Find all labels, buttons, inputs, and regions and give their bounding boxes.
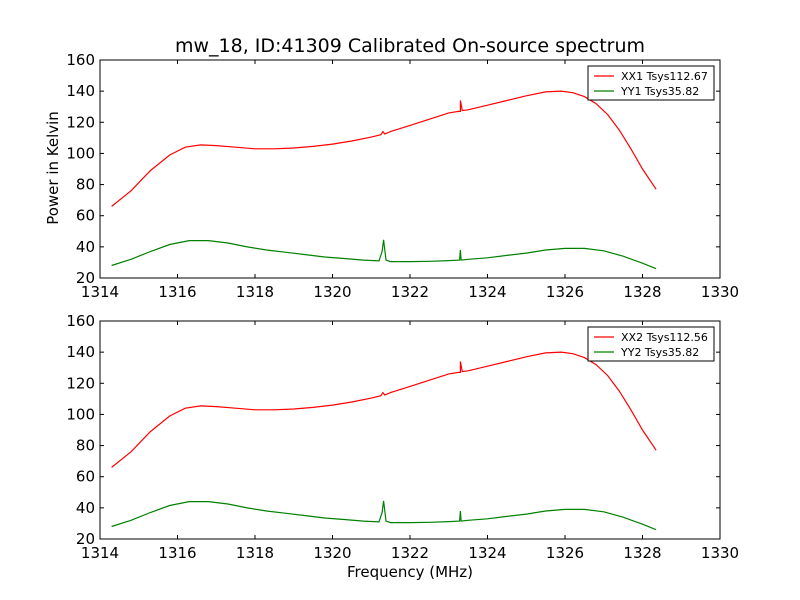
- y-tick-label: 20: [76, 269, 95, 287]
- x-tick-label: 1316: [158, 544, 196, 562]
- x-tick-label: 1318: [236, 283, 274, 301]
- figure-title: mw_18, ID:41309 Calibrated On-source spe…: [175, 35, 645, 57]
- y-tick-label: 40: [76, 238, 95, 256]
- y-tick-label: 120: [66, 374, 95, 392]
- x-tick-label: 1322: [391, 544, 429, 562]
- x-tick-label: 1320: [313, 283, 351, 301]
- bottom-panel: 1314 1316 1318 1320 1322 1324 1326 1328 1330 20 40…: [66, 312, 739, 562]
- y-tick-label: 80: [76, 176, 95, 194]
- x-tick-label: 1324: [468, 544, 506, 562]
- y-tick-label: 160: [66, 51, 95, 69]
- x-tick-label: 1330: [701, 283, 739, 301]
- x-tick-label: 1330: [701, 544, 739, 562]
- x-tick-label: 1316: [158, 283, 196, 301]
- y-tick-label: 100: [66, 405, 95, 423]
- legend-label: XX2 Tsys112.56: [621, 331, 708, 344]
- y-tick-label: 80: [76, 437, 95, 455]
- x-tick-label: 1320: [313, 544, 351, 562]
- x-tick-label: 1326: [546, 544, 584, 562]
- x-axis-label: Frequency (MHz): [347, 563, 473, 581]
- y-tick-label: 160: [66, 312, 95, 330]
- series-line-yy2: [111, 500, 657, 531]
- legend: XX2 Tsys112.56 YY2 Tsys35.82: [587, 326, 715, 362]
- legend: XX1 Tsys112.67 YY1 Tsys35.82: [587, 65, 715, 101]
- legend-box: [587, 65, 715, 101]
- x-tick-label: 1328: [623, 544, 661, 562]
- x-tick-label: 1328: [623, 283, 661, 301]
- legend-label: YY2 Tsys35.82: [620, 346, 699, 359]
- y-tick-label: 40: [76, 499, 95, 517]
- x-tick-label: 1314: [81, 283, 119, 301]
- legend-label: XX1 Tsys112.67: [621, 70, 708, 83]
- legend-label: YY1 Tsys35.82: [620, 85, 699, 98]
- y-tick-label: 140: [66, 343, 95, 361]
- x-tick-label: 1324: [468, 283, 506, 301]
- y-tick-label: 120: [66, 113, 95, 131]
- x-tick-label: 1322: [391, 283, 429, 301]
- series-line-xx1: [111, 90, 657, 207]
- series-line-xx2: [111, 351, 657, 468]
- y-tick-label: 140: [66, 82, 95, 100]
- legend-box: [587, 326, 715, 362]
- x-tick-label: 1314: [81, 544, 119, 562]
- y-tick-label: 60: [76, 207, 95, 225]
- y-tick-label: 60: [76, 468, 95, 486]
- x-tick-label: 1326: [546, 283, 584, 301]
- top-panel: 1314 1316 1318 1320 1322 1324 1326 1328 1330 20 40…: [66, 51, 739, 301]
- x-tick-label: 1318: [236, 544, 274, 562]
- y-axis-label: Power in Kelvin: [44, 111, 62, 225]
- y-tick-label: 20: [76, 530, 95, 548]
- y-tick-label: 100: [66, 144, 95, 162]
- series-line-yy1: [111, 239, 657, 270]
